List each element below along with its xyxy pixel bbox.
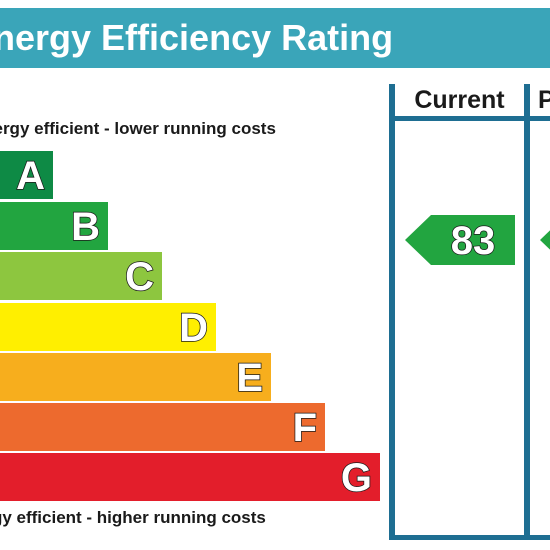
page-title-container: Energy Efficiency Rating [0,8,550,68]
band-f-letter: F [292,405,318,451]
note-inefficient: Not energy efficient - higher running co… [0,508,390,528]
band-e-letter: E [236,355,264,401]
divider-current-right [524,84,530,540]
title-banner [0,8,550,68]
band-g: G [0,453,380,501]
band-d: D [0,303,216,351]
column-potential-header: Potential [538,86,550,114]
band-e: E [0,353,271,401]
table-bottom-line [389,535,550,540]
current-rating-arrow: 83 [405,215,515,265]
page-title: Energy Efficiency Rating [0,17,394,58]
note-inefficient-text: Not energy efficient - higher running co… [0,508,266,527]
band-a-letter: A [15,153,45,199]
divider-current-left [389,84,395,540]
note-efficient: Very energy efficient - lower running co… [0,119,390,139]
band-a: A [0,151,53,199]
header-underline [389,116,550,121]
potential-rating-arrow [540,215,550,265]
band-c: C [0,252,162,300]
band-d-letter: D [178,305,208,351]
current-rating-value: 83 [450,218,496,264]
band-g-letter: G [340,455,373,501]
band-c-letter: C [124,254,154,300]
current-arrow-shape [405,215,515,265]
potential-arrow-shape [540,230,550,250]
column-current-header: Current [414,86,505,114]
note-efficient-text: Very energy efficient - lower running co… [0,119,276,138]
band-b-letter: B [70,204,100,250]
band-b: B [0,202,108,250]
band-f: F [0,403,325,451]
